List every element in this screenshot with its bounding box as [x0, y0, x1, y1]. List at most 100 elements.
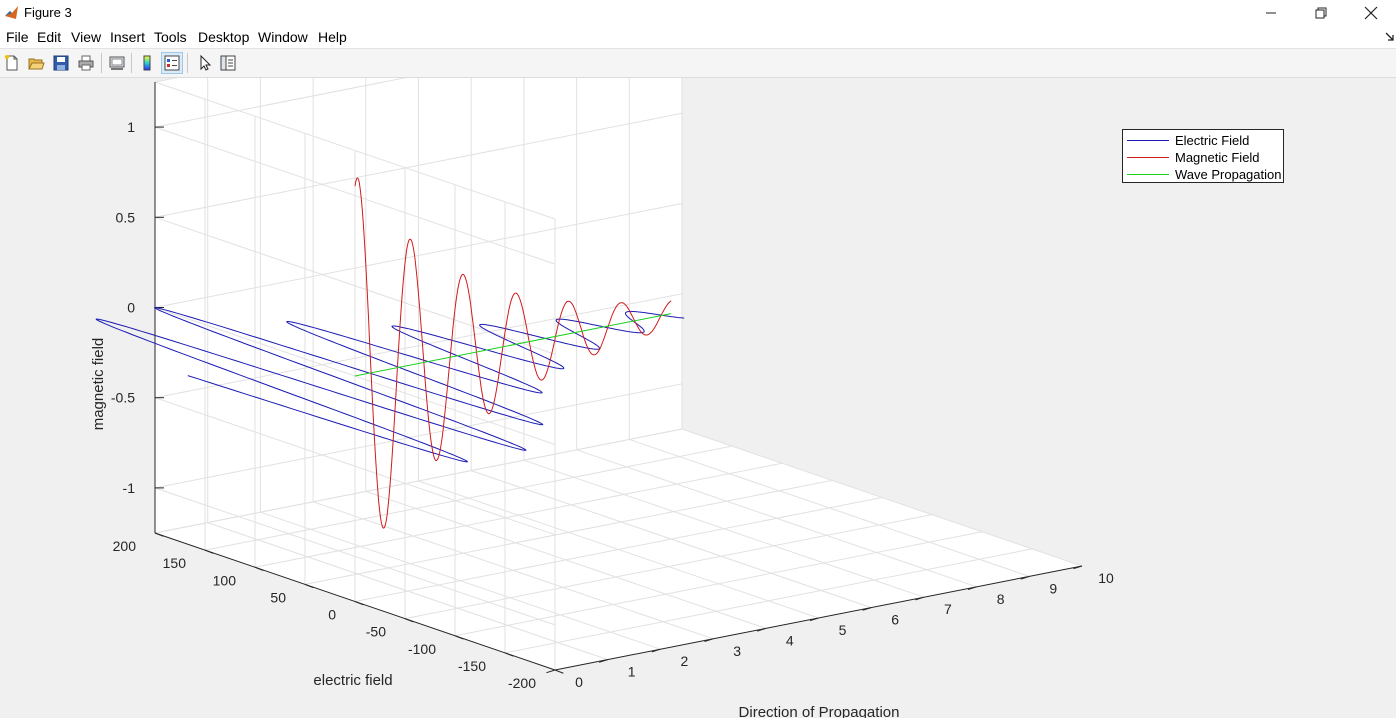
x-tick-label: 5 — [839, 622, 847, 638]
y-tick-label: 50 — [270, 589, 286, 605]
tick-labels: 012345678910-200-150-100-50050100150200-… — [111, 119, 1114, 691]
menu-help[interactable]: Help — [318, 29, 347, 45]
close-button[interactable] — [1346, 0, 1396, 26]
axes-background-walls — [155, 78, 1082, 670]
box-edge — [154, 428, 683, 534]
grid-line — [154, 383, 683, 489]
menu-desktop[interactable]: Desktop — [198, 29, 250, 45]
grid-line — [154, 126, 556, 265]
restore-button[interactable] — [1296, 0, 1346, 26]
y-tick-label: 200 — [113, 538, 137, 554]
open-file-button[interactable] — [25, 52, 47, 74]
grid-line — [154, 78, 407, 128]
y-tick-mark — [504, 652, 514, 657]
menu-edit[interactable]: Edit — [37, 29, 62, 45]
colorbar-icon — [143, 55, 151, 71]
x-tick-mark — [546, 669, 556, 674]
dock-arrow-icon[interactable] — [1385, 32, 1395, 42]
3d-axes[interactable]: 012345678910-200-150-100-50050100150200-… — [0, 78, 1396, 718]
menu-file[interactable]: File — [6, 29, 29, 45]
y-tick-mark — [304, 583, 314, 589]
print-icon — [78, 55, 94, 71]
y-tick-mark — [254, 566, 264, 571]
y-tick-label: 0 — [328, 607, 336, 623]
z-tick-label: 1 — [127, 119, 135, 135]
x-tick-mark — [915, 596, 925, 601]
series-line-magnetic-field — [354, 177, 672, 529]
x-tick-mark — [651, 648, 661, 653]
legend-entry: Electric Field — [1127, 132, 1249, 149]
toolbar-separator — [131, 53, 132, 73]
toolbar-separator — [187, 53, 188, 73]
y-tick-label: -100 — [408, 641, 436, 657]
close-icon — [1364, 6, 1378, 20]
legend-icon — [164, 55, 180, 71]
legend-label: Wave Propagation — [1175, 167, 1282, 182]
window-title: Figure 3 — [24, 5, 72, 20]
x-tick-label: 9 — [1049, 580, 1057, 596]
x-tick-label: 1 — [628, 664, 636, 680]
y-tick-mark — [154, 532, 164, 537]
menu-view[interactable]: View — [71, 29, 102, 45]
grid-line — [404, 514, 933, 620]
figure-toolbar — [0, 48, 1396, 78]
y-tick-mark — [354, 601, 364, 606]
x-tick-label: 10 — [1098, 570, 1114, 586]
x-tick-mark — [967, 586, 977, 590]
grid-line — [154, 397, 556, 536]
x-tick-mark — [704, 638, 714, 642]
z-axis-label: magnetic field — [90, 338, 107, 431]
legend-swatch — [1127, 174, 1169, 175]
grid-line — [154, 203, 683, 308]
grid-line — [204, 445, 733, 551]
x-tick-label: 7 — [944, 601, 952, 617]
property-inspector-button[interactable] — [217, 52, 239, 74]
edit-plot-button[interactable] — [193, 52, 215, 74]
colorbar-button[interactable] — [136, 52, 158, 74]
x-axis-label: Direction of Propagation — [739, 704, 900, 718]
series-line-electric-field — [95, 307, 685, 463]
legend-button[interactable] — [161, 52, 183, 74]
minimize-button[interactable] — [1246, 0, 1296, 26]
legend-entry: Magnetic Field — [1127, 149, 1260, 166]
x-tick-label: 8 — [997, 591, 1005, 607]
grid-line — [354, 497, 883, 602]
z-tick-label: 0 — [127, 300, 135, 316]
x-tick-mark — [862, 607, 872, 611]
x-tick-label: 0 — [575, 674, 583, 690]
grid-line — [154, 112, 683, 218]
legend-swatch — [1127, 140, 1169, 141]
grid-line — [454, 531, 983, 637]
menu-window[interactable]: Window — [258, 29, 308, 45]
y-tick-label: -200 — [508, 675, 536, 691]
menu-tools[interactable]: Tools — [154, 29, 187, 45]
edit-plot-arrow-icon — [200, 54, 212, 71]
minimize-icon — [1266, 12, 1276, 14]
axis-labels: Direction of Propagation electric field … — [90, 338, 899, 718]
save-button[interactable] — [50, 52, 72, 74]
box-edge — [154, 81, 556, 220]
y-tick-label: -50 — [366, 624, 386, 640]
x-tick-mark — [757, 627, 766, 632]
link-plot-button[interactable] — [106, 52, 128, 74]
z-tick-label: -1 — [123, 480, 136, 496]
x-tick-mark — [598, 659, 608, 663]
legend[interactable]: Electric Field Magnetic Field Wave Propa… — [1122, 129, 1284, 183]
open-file-icon — [28, 58, 45, 70]
legend-label: Magnetic Field — [1175, 150, 1260, 165]
restore-icon — [1315, 7, 1327, 19]
new-figure-button[interactable] — [1, 52, 23, 74]
x-tick-mark — [1073, 565, 1083, 570]
grid-line — [504, 548, 1033, 654]
x-tick-mark — [809, 617, 819, 622]
menu-bar: File Edit View Insert Tools Desktop Wind… — [0, 26, 1396, 48]
grid-line — [304, 479, 833, 585]
x-tick-label: 4 — [786, 632, 794, 648]
y-tick-mark — [454, 635, 464, 640]
x-tick-mark — [1020, 575, 1030, 580]
menu-insert[interactable]: Insert — [110, 29, 146, 45]
x-tick-label: 3 — [733, 643, 741, 659]
grid-line — [254, 462, 783, 568]
series-line-wave-propagation — [354, 313, 672, 377]
print-button[interactable] — [75, 52, 97, 74]
